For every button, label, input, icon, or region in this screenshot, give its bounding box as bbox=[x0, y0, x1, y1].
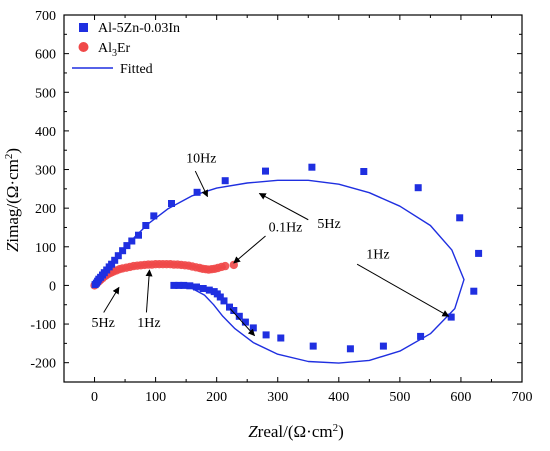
x-tick-label: 600 bbox=[450, 390, 471, 405]
data-point-al5zn bbox=[142, 222, 150, 229]
data-point-al5zn bbox=[308, 163, 316, 171]
annotation-label: 1Hz bbox=[366, 247, 389, 262]
y-tick-label: -200 bbox=[30, 357, 56, 372]
data-point-al5zn bbox=[193, 283, 200, 291]
data-point-al5zn bbox=[220, 297, 228, 305]
data-point-al5zn bbox=[111, 256, 119, 264]
data-point-al5zn bbox=[456, 214, 464, 222]
data-point-al5zn bbox=[210, 288, 218, 296]
y-tick-label: 600 bbox=[35, 48, 56, 63]
data-point-al3er bbox=[221, 261, 230, 271]
data-point-al5zn bbox=[205, 286, 213, 294]
x-tick-label: 100 bbox=[145, 390, 166, 405]
legend-entry-al5zn: Al-5Zn-0.03In bbox=[79, 21, 180, 36]
y-tick-label: 700 bbox=[35, 9, 56, 24]
data-point-al5zn bbox=[447, 313, 455, 321]
legend-entry-fitted: Fitted bbox=[72, 62, 153, 77]
series-al5zn-markers bbox=[91, 163, 483, 353]
data-point-al5zn bbox=[475, 249, 483, 257]
y-axis-title: Zimag/(Ω·cm2) bbox=[3, 148, 22, 252]
y-tick-label: -100 bbox=[30, 318, 56, 333]
plot-frame bbox=[63, 14, 523, 383]
y-tick-label: 300 bbox=[35, 164, 56, 179]
data-point-al5zn bbox=[221, 177, 229, 185]
annotation-label: 5Hz bbox=[91, 316, 114, 331]
legend-label-al5zn: Al-5Zn-0.03In bbox=[98, 21, 180, 36]
frequency-annotations: 10Hz 5Hz 0.1Hz 1Hz 5Hz 1Hz bbox=[91, 152, 450, 337]
data-point-al5zn bbox=[470, 287, 478, 295]
data-point-al5zn bbox=[175, 281, 183, 289]
data-point-al5zn bbox=[186, 282, 194, 290]
data-point-al5zn bbox=[230, 307, 238, 314]
data-point-al5zn bbox=[123, 242, 131, 250]
data-point-al5zn bbox=[114, 252, 122, 260]
y-tick-label: 0 bbox=[49, 279, 56, 294]
annotation-arrow bbox=[356, 263, 450, 317]
data-point-al5zn bbox=[262, 331, 270, 339]
data-point-al5zn bbox=[241, 318, 249, 326]
annotation-label: 5Hz bbox=[317, 217, 340, 232]
annotation-arrow bbox=[145, 269, 153, 313]
x-tick-label: 400 bbox=[328, 390, 349, 405]
annotation-arrow bbox=[229, 308, 255, 337]
x-tick-label: 700 bbox=[512, 390, 533, 405]
y-tick-label: 500 bbox=[35, 86, 56, 101]
x-axis-title: Zreal/(Ω·cm2) bbox=[248, 422, 344, 441]
annotation-label: 10Hz bbox=[186, 152, 216, 167]
annotation-arrow bbox=[103, 286, 120, 313]
data-point-al5zn bbox=[193, 188, 201, 196]
data-point-al5zn bbox=[360, 168, 368, 175]
data-point-al5zn bbox=[168, 200, 175, 207]
data-point-al5zn bbox=[379, 342, 387, 350]
legend-label-al3er: Al3Er bbox=[98, 41, 131, 59]
data-point-al5zn bbox=[417, 332, 425, 340]
data-point-al5zn bbox=[150, 212, 158, 220]
data-point-al5zn bbox=[277, 334, 285, 342]
axis-ticks: 0 100 200 300 400 500 600 700 -200 -100 0 100 200 300… bbox=[30, 9, 532, 405]
x-tick-label: 500 bbox=[389, 390, 410, 405]
annotation-arrow bbox=[233, 235, 266, 264]
legend-square-marker bbox=[79, 23, 88, 32]
y-tick-label: 200 bbox=[35, 202, 56, 217]
legend-circle-marker bbox=[78, 42, 89, 52]
annotation-arrow bbox=[194, 170, 208, 198]
data-point-al5zn bbox=[309, 342, 317, 350]
annotation-label: 0.1Hz bbox=[269, 220, 303, 235]
data-point-al5zn bbox=[135, 231, 142, 239]
data-point-al5zn bbox=[180, 281, 188, 289]
data-point-al5zn bbox=[170, 281, 178, 289]
y-tick-label: 100 bbox=[35, 241, 56, 256]
data-point-al5zn bbox=[346, 345, 354, 353]
data-point-al5zn bbox=[235, 312, 243, 320]
data-point-al3er bbox=[229, 260, 238, 270]
data-point-al5zn bbox=[199, 285, 207, 292]
data-point-al5zn bbox=[414, 184, 422, 192]
data-point-al5zn bbox=[226, 303, 233, 311]
data-point-al5zn bbox=[262, 167, 269, 175]
data-point-al5zn bbox=[128, 237, 136, 245]
x-tick-label: 300 bbox=[267, 390, 288, 405]
legend-label-fitted: Fitted bbox=[120, 62, 153, 77]
data-point-al5zn bbox=[108, 260, 116, 268]
y-tick-label: 400 bbox=[35, 125, 56, 140]
annotation-arrow bbox=[258, 193, 309, 221]
x-tick-label: 200 bbox=[206, 390, 227, 405]
legend-entry-al3er: Al3Er bbox=[78, 41, 131, 59]
x-tick-label: 0 bbox=[91, 390, 98, 405]
annotation-label: 1Hz bbox=[137, 316, 160, 331]
legend: Al-5Zn-0.03In Al3Er Fitted bbox=[72, 21, 180, 77]
data-point-al5zn bbox=[249, 324, 257, 332]
data-point-al5zn bbox=[119, 247, 127, 255]
